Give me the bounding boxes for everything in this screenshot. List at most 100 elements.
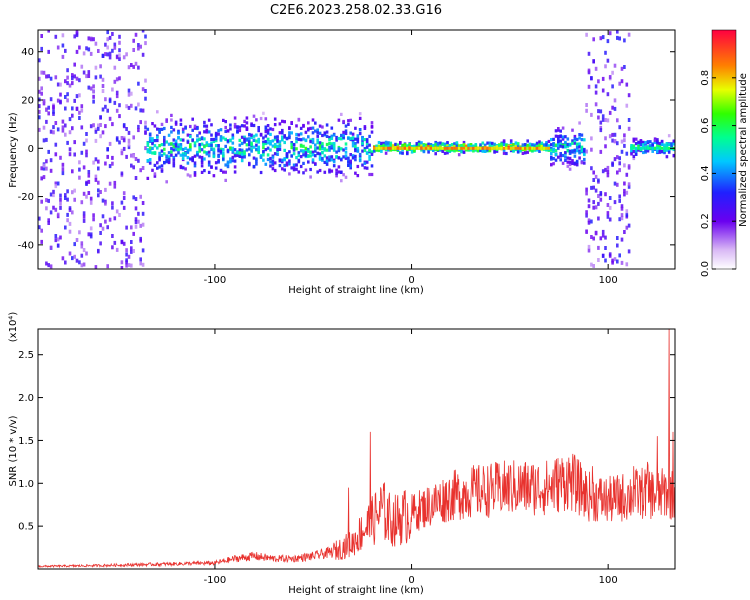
heatmap-cell <box>616 30 619 34</box>
heatmap-cell <box>391 146 395 150</box>
heatmap-cell <box>248 147 251 151</box>
heatmap-cell <box>594 102 598 107</box>
heatmap-cell <box>106 45 109 50</box>
heatmap-cell <box>559 134 562 138</box>
heatmap-cell <box>262 150 265 154</box>
heatmap-cell <box>377 146 381 150</box>
heatmap-cell <box>587 68 591 73</box>
heatmap-cell <box>663 148 666 152</box>
heatmap-cell <box>248 161 251 165</box>
heatmap-cell <box>557 140 560 144</box>
heatmap-cell <box>165 140 168 144</box>
heatmap-cell <box>524 143 527 147</box>
heatmap-cell <box>38 225 41 230</box>
heatmap-cell <box>266 137 270 141</box>
heatmap-cell <box>538 149 541 153</box>
heatmap-cell <box>97 193 100 198</box>
heatmap-cell <box>281 131 284 135</box>
heatmap-cell <box>85 132 88 136</box>
heatmap-cell <box>554 158 558 162</box>
heatmap-cell <box>550 157 553 161</box>
heatmap-cell <box>148 158 152 162</box>
heatmap-cell <box>148 149 152 153</box>
heatmap-cell <box>264 130 268 134</box>
heatmap-cell <box>509 142 513 146</box>
heatmap-cell <box>47 263 50 268</box>
heatmap-cell <box>207 130 211 134</box>
heatmap-cell <box>137 81 140 86</box>
heatmap-cell <box>399 146 402 150</box>
heatmap-cell <box>78 45 81 50</box>
heatmap-cell <box>623 192 626 197</box>
heatmap-cell <box>134 220 138 225</box>
heatmap-cell <box>342 173 345 177</box>
heatmap-cell <box>191 159 194 163</box>
heatmap-cell <box>538 143 541 147</box>
heatmap-cell <box>559 142 562 146</box>
heatmap-cell <box>151 142 154 146</box>
heatmap-cell <box>660 146 664 150</box>
heatmap-cell <box>316 170 319 174</box>
heatmap-cell <box>634 148 638 152</box>
heatmap-cell <box>207 170 211 174</box>
heatmap-cell <box>122 191 126 196</box>
heatmap-cell <box>351 144 355 148</box>
heatmap-cell <box>193 124 197 128</box>
heatmap-cell <box>153 163 157 167</box>
heatmap-cell <box>283 140 286 145</box>
heatmap-cell <box>495 146 499 150</box>
heatmap-cell <box>616 35 619 40</box>
heatmap-cell <box>52 130 55 135</box>
heatmap-cell <box>347 136 350 140</box>
heatmap-cell <box>141 30 145 33</box>
heatmap-cell <box>358 128 362 132</box>
heatmap-cell <box>38 216 41 221</box>
heatmap-cell <box>469 145 473 149</box>
heatmap-cell <box>167 142 171 146</box>
heatmap-cell <box>40 91 43 96</box>
heatmap-cell <box>89 51 93 56</box>
heatmap-cell <box>422 146 425 150</box>
heatmap-cell <box>295 132 298 137</box>
heatmap-cell <box>101 226 105 231</box>
heatmap-cell <box>335 135 338 140</box>
heatmap-cell <box>153 151 157 155</box>
heatmap-cell <box>47 49 50 54</box>
heatmap-cell <box>627 182 631 187</box>
heatmap-cell <box>571 149 574 154</box>
heatmap-cell <box>49 192 53 197</box>
heatmap-cell <box>47 149 50 154</box>
heatmap-cell <box>68 206 72 211</box>
heatmap-cell <box>115 108 119 113</box>
heatmap-cell <box>616 170 619 175</box>
heatmap-cell <box>97 159 100 164</box>
heatmap-cell <box>255 162 258 166</box>
heatmap-cell <box>80 108 84 113</box>
heatmap-cell <box>167 151 171 155</box>
heatmap-cell <box>200 160 204 164</box>
heatmap-cell <box>115 90 119 95</box>
heatmap-cell <box>130 91 133 96</box>
heatmap-cell <box>111 205 114 210</box>
heatmap-cell <box>288 134 291 138</box>
heatmap-cell <box>561 135 565 139</box>
heatmap-cell <box>66 92 69 97</box>
heatmap-cell <box>325 142 329 147</box>
heatmap-cell <box>122 123 126 128</box>
heatmap-cell <box>75 94 79 99</box>
heatmap-cell <box>80 150 84 155</box>
heatmap-cell <box>68 130 72 135</box>
heatmap-cell <box>373 146 376 150</box>
heatmap-cell <box>370 172 374 177</box>
heatmap-cell <box>370 124 374 128</box>
heatmap-cell <box>424 146 428 150</box>
heatmap-cell <box>179 147 183 151</box>
heatmap-cell <box>45 166 48 171</box>
heatmap-cell <box>590 262 593 267</box>
heatmap-cell <box>151 151 154 155</box>
heatmap-cell <box>554 143 558 147</box>
heatmap-cell <box>141 87 145 92</box>
heatmap-cell <box>377 144 381 148</box>
heatmap-cell <box>54 75 58 80</box>
spectrogram-ylabel: Frequency (Hz) <box>8 112 19 188</box>
